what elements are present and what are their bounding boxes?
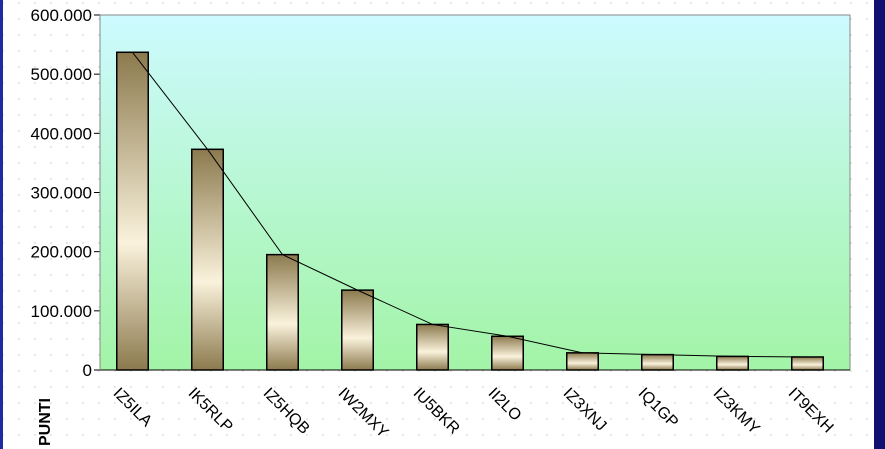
bar-iz5hqb: [266, 253, 299, 371]
y-tick-label: 200.000: [31, 243, 92, 262]
bar-it9exh: [791, 356, 824, 371]
bar-iu5bkr: [416, 323, 449, 371]
bar-ik5rlp: [191, 148, 224, 371]
y-tick-label: 500.000: [31, 65, 92, 84]
bar-iz5ila: [116, 51, 149, 371]
y-tick-label: 100.000: [31, 302, 92, 321]
bar-ii2lo: [491, 335, 524, 371]
bar-iz3kmy: [716, 355, 749, 371]
bar-iw2mxy: [341, 289, 374, 371]
y-tick-label: 400.000: [31, 124, 92, 143]
frame-left-edge: [0, 0, 3, 449]
y-axis-title: PUNTI: [37, 398, 54, 446]
frame-right-edge: [874, 0, 885, 449]
y-axis-ticks: 0 100.000 200.000 300.000 400.000 500.000 600.…: [31, 6, 100, 380]
bar-iq1gp: [641, 353, 674, 371]
bars: [116, 51, 824, 371]
bar-iz3xnj: [566, 352, 599, 371]
y-tick-label: 300.000: [31, 184, 92, 203]
plot-area: [99, 14, 851, 371]
trend-line: [132, 51, 808, 358]
y-tick-label: 600.000: [31, 6, 92, 25]
y-tick-label: 0: [83, 361, 92, 380]
